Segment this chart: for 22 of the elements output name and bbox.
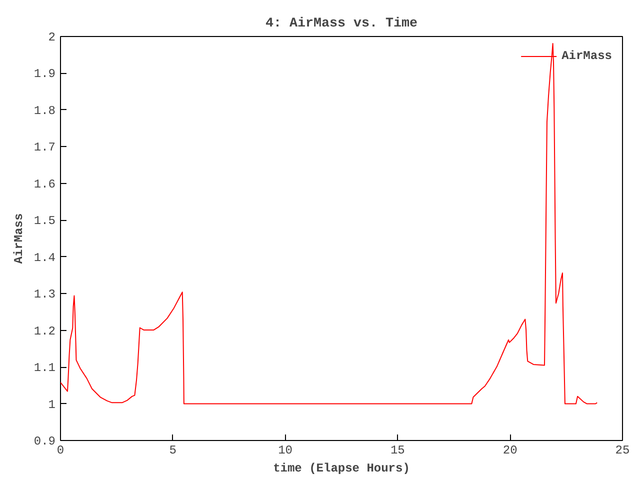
x-tick-label: 15 bbox=[390, 444, 405, 458]
y-tick-label: 1 bbox=[48, 398, 56, 412]
y-tick-label: 1.3 bbox=[34, 288, 56, 302]
y-tick-label: 1.2 bbox=[34, 324, 56, 338]
y-tick-label: 1.6 bbox=[34, 177, 56, 192]
y-tick-label: 1.9 bbox=[34, 67, 56, 82]
y-tick-label: 1.1 bbox=[34, 361, 56, 376]
x-tick-label: 0 bbox=[56, 444, 64, 458]
x-tick-label: 25 bbox=[615, 444, 630, 458]
chart-title: 4: AirMass vs. Time bbox=[266, 16, 418, 32]
y-tick-label: 1.5 bbox=[34, 214, 56, 228]
y-axis-title: AirMass bbox=[12, 213, 26, 264]
y-tick-label: 0.9 bbox=[34, 434, 56, 448]
legend-label: AirMass bbox=[562, 49, 612, 63]
y-tick-label: 1.7 bbox=[34, 140, 56, 155]
y-tick-label: 2 bbox=[48, 30, 56, 44]
x-tick-label: 10 bbox=[278, 444, 293, 458]
x-tick-label: 20 bbox=[502, 444, 518, 458]
y-tick-label: 1.4 bbox=[34, 250, 56, 265]
y-tick-label: 1.8 bbox=[34, 104, 56, 118]
x-tick-label: 5 bbox=[169, 444, 177, 458]
x-axis-title: time (Elapse Hours) bbox=[273, 462, 410, 476]
